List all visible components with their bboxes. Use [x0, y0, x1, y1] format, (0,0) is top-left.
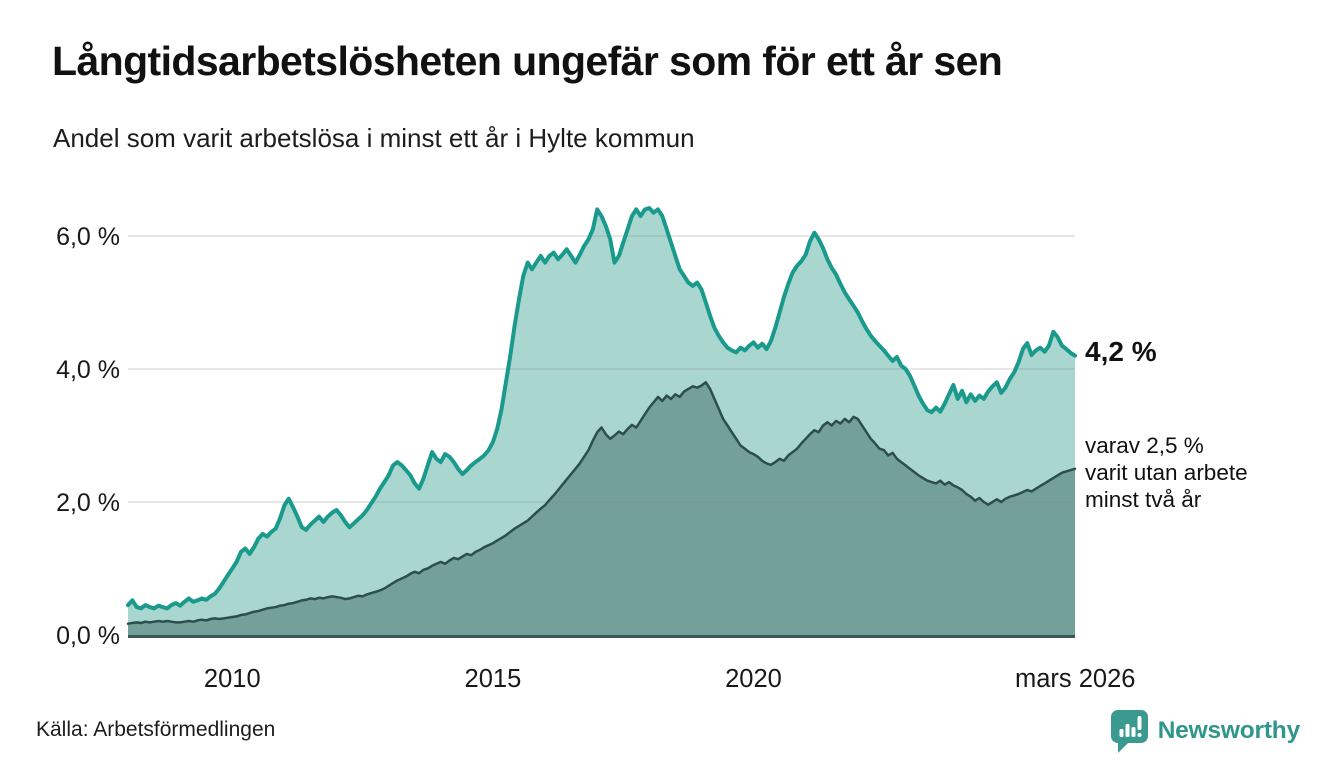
line-minst-ett-ar	[126, 206, 1077, 611]
x-tick-label: 2010	[204, 665, 261, 693]
x-tick-label: 2020	[725, 665, 782, 693]
x-axis-labels: 2010 2015 2020 mars 2026	[204, 665, 1136, 693]
y-tick-label: 0,0 %	[56, 622, 120, 650]
current-value-label: 4,2 %	[1085, 336, 1157, 367]
y-axis-labels: 0,0 % 2,0 % 4,0 % 6,0 %	[56, 223, 120, 650]
y-tick-label: 4,0 %	[56, 356, 120, 384]
page-subtitle: Andel som varit arbetslösa i minst ett å…	[53, 123, 695, 153]
secondary-value-label: varav 2,5 % varit utan arbete minst två …	[1085, 432, 1248, 513]
logo-bar-chart-glyph	[1119, 716, 1142, 737]
x-tick-label: 2015	[465, 665, 522, 693]
secondary-value-line: minst två år	[1085, 487, 1202, 512]
secondary-value-line: varit utan arbete	[1085, 460, 1248, 485]
series-areas	[128, 208, 1075, 635]
newsworthy-logo[interactable]: Newsworthy	[1109, 708, 1300, 753]
line-minst-tva-ar	[126, 381, 1077, 625]
source-caption: Källa: Arbetsförmedlingen	[36, 718, 276, 741]
area-minst-tva-ar	[128, 382, 1075, 635]
secondary-value-line: varav 2,5 %	[1085, 433, 1204, 458]
x-tick-label: mars 2026	[1015, 665, 1135, 693]
newsworthy-logo-text: Newsworthy	[1157, 716, 1301, 744]
page-title: Långtidsarbetslösheten ungefär som för e…	[52, 38, 1003, 84]
y-tick-label: 6,0 %	[56, 223, 120, 251]
newsworthy-logo-icon	[1110, 710, 1148, 753]
y-tick-label: 2,0 %	[56, 489, 120, 517]
series-lines	[126, 206, 1077, 625]
